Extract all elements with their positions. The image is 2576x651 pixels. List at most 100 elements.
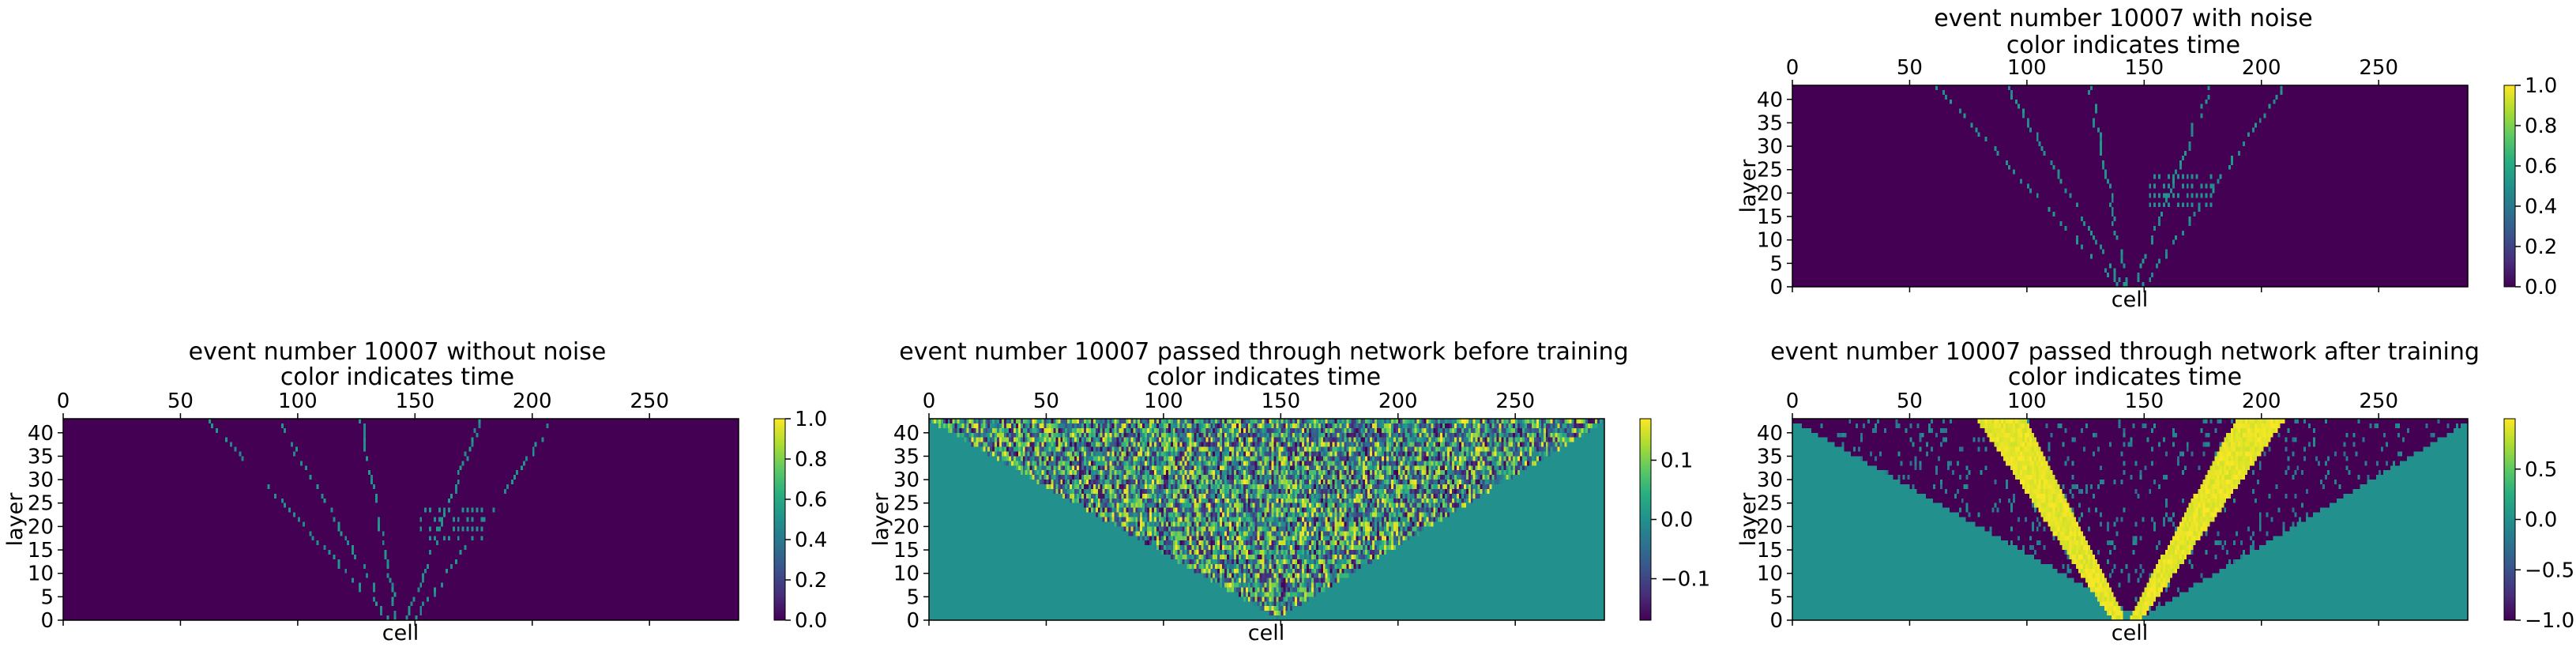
y-tick-label: 25 [1757,492,1783,516]
x-tick-label: 100 [2007,56,2047,80]
panel-without-noise: event number 10007 without noise color i… [3,338,827,645]
y-tick-label: 10 [1757,229,1783,253]
y-tick-label: 5 [906,585,919,609]
x-tick-label: 50 [1897,389,1923,413]
plot-frame [1792,418,2469,621]
x-tick-label: 100 [2007,389,2047,413]
colorbar-tick-label: 0.0 [2525,509,2557,532]
x-tick-label: 250 [1495,389,1535,413]
panel-title-line1: event number 10007 passed through networ… [1770,338,2480,366]
colorbar-tick-label: 1.0 [2525,74,2557,98]
plot-frame [62,418,739,621]
colorbar-tick-label: −1.0 [2525,609,2574,633]
x-tick-label: 200 [1378,389,1418,413]
y-tick-label: 10 [28,563,54,586]
y-tick-label: 20 [1757,515,1783,539]
colorbar-tick-label: 0.0 [1660,509,1693,532]
colorbar-ticks: 0.5 0.0 −0.5 −1.0 [2515,458,2574,633]
x-tick-label: 150 [1261,389,1300,413]
panel-title-line2: color indicates time [280,363,514,391]
y-tick-label: 5 [40,585,54,609]
panel-after-training: event number 10007 passed through networ… [1736,338,2574,645]
colorbar-tick-label: 0.6 [795,488,827,512]
y-axis-label: layer [1736,492,1761,547]
y-tick-label: 40 [28,422,54,446]
x-axis-label: cell [1248,621,1284,645]
colorbar-ticks: 0.0 0.2 0.4 0.6 0.8 1.0 [785,408,827,633]
panel-title-line1: event number 10007 passed through networ… [899,338,1628,366]
y-axis-label: layer [869,492,893,547]
colorbar-tick-label: 0.4 [2525,195,2557,219]
y-tick-label: 20 [28,515,54,539]
colorbar [2503,418,2516,621]
y-tick-label: 40 [893,422,919,446]
x-tick-label: 200 [513,389,552,413]
x-tick-label: 0 [1786,389,1799,413]
y-tick-label: 10 [893,563,919,586]
x-tick-label: 50 [167,389,194,413]
panel-before-training: event number 10007 passed through networ… [869,338,1710,645]
colorbar-tick-label: 0.0 [2525,276,2557,299]
panel-title-line2: color indicates time [2006,32,2240,59]
x-tick-label: 50 [1897,56,1923,80]
y-tick-label: 25 [893,492,919,516]
y-axis-label: layer [3,492,28,547]
x-tick-label: 100 [278,389,318,413]
colorbar [773,418,786,621]
colorbar [2503,85,2516,288]
x-tick-label: 0 [1786,56,1799,80]
colorbar [1639,418,1652,621]
x-tick-label: 50 [1033,389,1059,413]
y-tick-label: 30 [1757,468,1783,492]
y-tick-label: 35 [1757,445,1783,468]
heatmap-image [929,419,1604,620]
y-tick-label: 30 [1757,135,1783,159]
y-tick-label: 10 [1757,563,1783,586]
y-tick-label: 30 [28,468,54,492]
x-tick-label: 250 [2359,56,2398,80]
y-tick-label: 15 [1757,205,1783,229]
y-tick-label: 0 [1769,609,1783,633]
plot-frame [928,418,1605,621]
y-tick-label: 35 [28,445,54,468]
y-tick-label: 15 [28,539,54,563]
y-tick-label: 25 [28,492,54,516]
x-tick-label: 100 [1144,389,1183,413]
colorbar-tick-label: 0.2 [2525,235,2557,259]
x-axis-label: cell [382,621,419,645]
panel-title-line1: event number 10007 with noise [1934,5,2313,32]
heatmap-image [1792,419,2468,620]
x-tick-label: 150 [2124,389,2164,413]
y-tick-label: 25 [1757,159,1783,183]
x-tick-label: 250 [2359,389,2398,413]
x-tick-label: 0 [57,389,70,413]
x-axis-label: cell [2112,288,2148,312]
x-tick-label: 250 [630,389,669,413]
heatmap-image [63,419,739,620]
y-tick-label: 20 [1757,182,1783,205]
x-tick-label: 200 [2242,56,2281,80]
colorbar-ticks: 0.0 0.2 0.4 0.6 0.8 1.0 [2515,74,2557,299]
y-tick-label: 5 [1769,252,1783,276]
colorbar-tick-label: −0.1 [1660,568,1710,592]
colorbar-tick-label: 0.8 [795,448,827,472]
y-tick-label: 0 [906,609,919,633]
plot-frame [1792,85,2469,288]
colorbar-tick-label: 0.8 [2525,115,2557,138]
colorbar-tick-label: 0.6 [2525,155,2557,179]
y-tick-label: 40 [1757,88,1783,112]
x-tick-label: 200 [2242,389,2281,413]
y-tick-label: 15 [1757,539,1783,563]
y-tick-label: 0 [40,609,54,633]
y-tick-label: 40 [1757,422,1783,446]
y-axis-label: layer [1736,159,1761,213]
y-tick-label: 30 [893,468,919,492]
colorbar-tick-label: 0.2 [795,569,827,593]
colorbar-tick-label: 0.1 [1660,450,1693,473]
panel-title-line2: color indicates time [1147,363,1381,391]
colorbar-tick-label: 1.0 [795,408,827,431]
y-tick-label: 15 [893,539,919,563]
